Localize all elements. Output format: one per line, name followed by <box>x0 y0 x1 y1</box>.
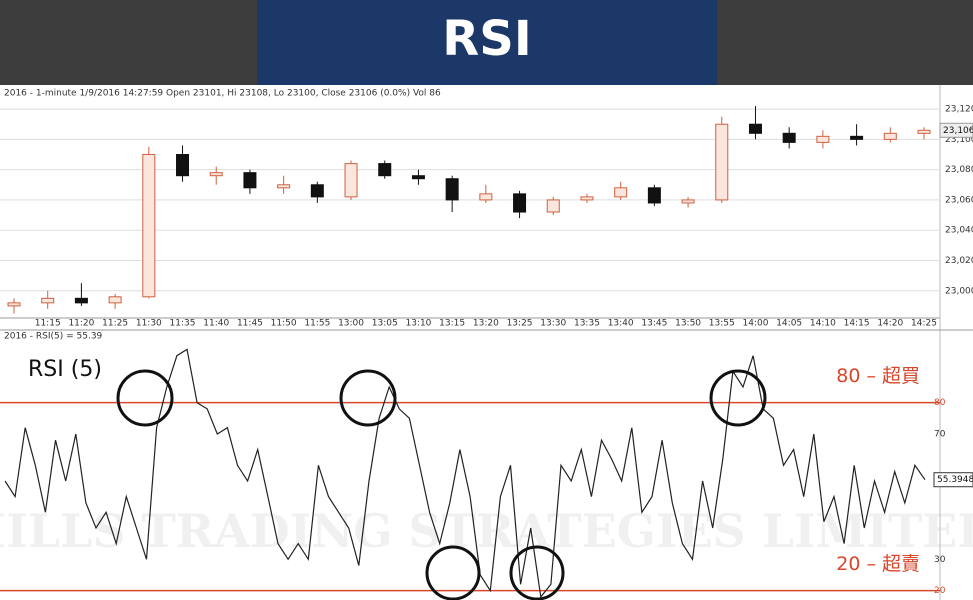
candle-body <box>513 193 527 213</box>
candle-body <box>7 302 21 307</box>
x-tick-label: 14:05 <box>776 319 802 329</box>
candle-body <box>748 123 762 134</box>
x-tick-label: 14:10 <box>810 319 836 329</box>
y-tick-label: 23,000 <box>945 286 973 296</box>
y-tick-label: 23,080 <box>945 165 973 175</box>
circle <box>116 369 174 427</box>
x-tick-label: 11:25 <box>102 319 128 329</box>
candle-body <box>411 175 425 180</box>
page-title: RSI <box>442 11 531 67</box>
x-tick-label: 13:15 <box>439 319 465 329</box>
y-tick-label: 20 <box>934 586 946 596</box>
candle-body <box>850 135 864 140</box>
current-price-label: 23,106 <box>943 126 973 136</box>
candle-body <box>378 163 392 177</box>
x-tick-label: 13:25 <box>507 319 533 329</box>
y-tick-label: 23,060 <box>945 195 973 205</box>
y-tick-label: 23,020 <box>945 256 973 266</box>
current-price-box <box>939 122 973 138</box>
x-tick-label: 13:45 <box>641 319 667 329</box>
x-tick-label: 13:00 <box>338 319 364 329</box>
candle-body <box>816 135 830 143</box>
x-tick-label: 11:35 <box>170 319 196 329</box>
x-tick-label: 11:20 <box>68 319 94 329</box>
x-tick-label: 13:50 <box>675 319 701 329</box>
candle-body <box>681 199 695 204</box>
x-tick-label: 13:55 <box>709 319 735 329</box>
circle <box>509 545 565 600</box>
x-tick-label: 14:00 <box>743 319 769 329</box>
candle-body <box>277 184 291 189</box>
x-tick-label: 11:15 <box>35 319 61 329</box>
y-tick-label: 70 <box>934 429 946 439</box>
y-tick-label: 23,120 <box>945 105 973 115</box>
current-rsi-box <box>933 472 973 488</box>
x-tick-label: 13:40 <box>608 319 634 329</box>
candle-body <box>546 199 560 213</box>
candle-body <box>209 172 223 177</box>
title-box <box>257 0 717 85</box>
level-annotation: 20 – 超賣 <box>836 553 920 575</box>
x-tick-label: 13:05 <box>372 319 398 329</box>
candle-body <box>108 296 122 304</box>
y-tick-label: 23,040 <box>945 226 973 236</box>
candle-body <box>41 297 55 304</box>
x-tick-label: 13:35 <box>574 319 600 329</box>
candle-body <box>74 297 88 304</box>
x-tick-label: 13:20 <box>473 319 499 329</box>
level-annotation: 80 – 超買 <box>836 365 920 387</box>
rsi-line <box>4 348 926 599</box>
price-header: 2016 - 1-minute 1/9/2016 14:27:59 Open 2… <box>4 89 441 99</box>
y-tick-label: 30 <box>934 555 946 565</box>
candle-body <box>614 187 628 198</box>
candle-body <box>715 123 729 201</box>
circle <box>339 369 397 427</box>
x-tick-label: 11:55 <box>304 319 330 329</box>
current-rsi-label: 55.3948 <box>937 475 973 485</box>
candle-body <box>445 178 459 201</box>
highlight-circles <box>116 369 767 600</box>
candle-body <box>647 187 661 204</box>
candle-body <box>580 196 594 201</box>
candle-body <box>883 132 897 140</box>
x-tick-label: 11:45 <box>237 319 263 329</box>
y-tick-label: 80 <box>934 398 946 408</box>
rsi-title: RSI (5) <box>28 357 102 382</box>
x-tick-label: 14:20 <box>877 319 903 329</box>
rsi-header: 2016 - RSI(5) = 55.39 <box>4 332 103 342</box>
candle-body <box>917 129 931 134</box>
candle-body <box>344 163 358 198</box>
circle <box>425 545 481 600</box>
x-tick-label: 11:50 <box>271 319 297 329</box>
x-tick-label: 14:25 <box>911 319 937 329</box>
x-tick-label: 14:15 <box>844 319 870 329</box>
candle-body <box>310 184 324 198</box>
watermark: HILLS TRADING STRATEGIES LIMITED <box>0 504 973 558</box>
x-tick-label: 11:40 <box>203 319 229 329</box>
circle <box>709 369 767 427</box>
x-tick-label: 13:30 <box>540 319 566 329</box>
candle-body <box>782 132 796 143</box>
candle-body <box>176 154 190 177</box>
x-tick-label: 13:10 <box>405 319 431 329</box>
candle-body <box>142 154 156 298</box>
candle-body <box>243 172 257 189</box>
x-tick-label: 11:30 <box>136 319 162 329</box>
y-tick-label: 23,100 <box>945 135 973 145</box>
candle-body <box>479 193 493 201</box>
